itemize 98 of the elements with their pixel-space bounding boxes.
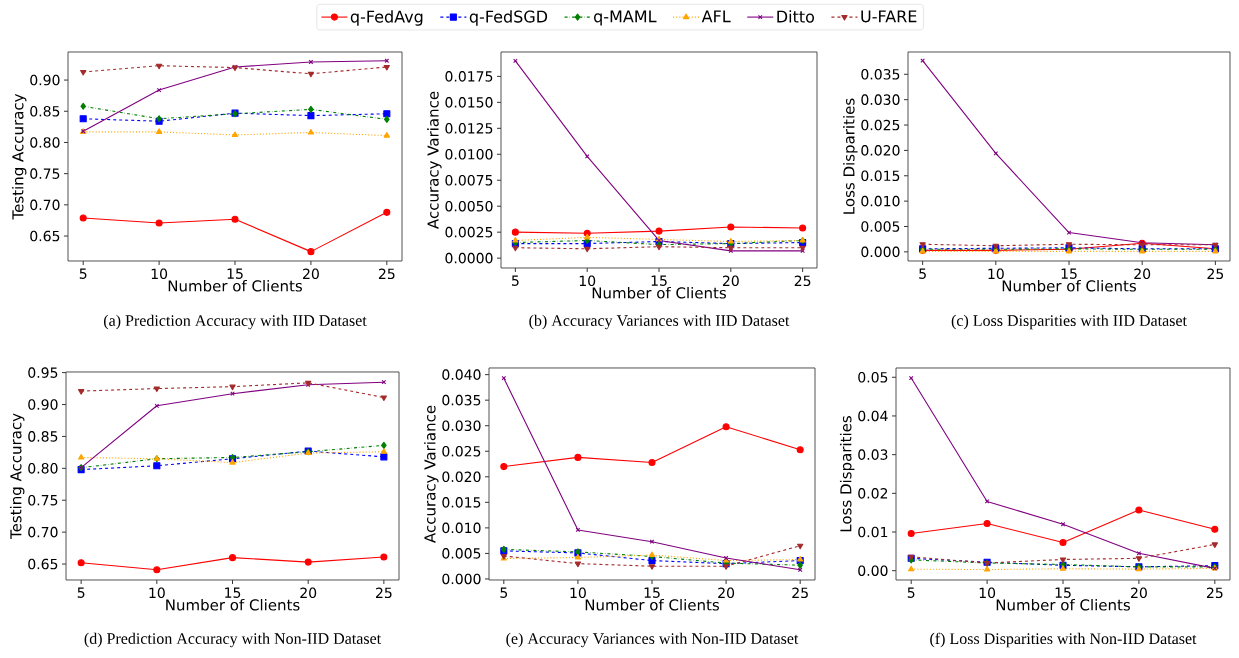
x-axis-title: Number of Clients <box>1002 279 1136 292</box>
text: (e) Accuracy Variances with Non-IID Dataset <box>506 632 799 648</box>
y-tick-label: 0.010 <box>861 195 900 207</box>
y-axis-title: Testing Accuracy <box>9 413 25 540</box>
x-axis-title: Number of Clients <box>592 286 726 299</box>
y-tick-label: 0.025 <box>442 445 481 457</box>
x-tick-label: 25 <box>792 587 808 599</box>
x-tick-label: 25 <box>1206 587 1223 599</box>
x-tick-label: 10 <box>149 587 165 599</box>
x-tick-label: 10 <box>979 587 996 599</box>
x-tick-label: 20 <box>1131 587 1147 599</box>
y-tick-label: 0.03 <box>858 449 888 460</box>
legend-label: AFL <box>701 10 731 23</box>
x-tick-label: 5 <box>512 275 519 286</box>
y-tick-label: 0.75 <box>28 494 58 506</box>
y-axis-title: Loss Disparities <box>839 416 855 532</box>
y-tick-label: 0.02 <box>858 488 888 499</box>
y-tick-label: 0.0150 <box>445 97 493 108</box>
text: (c) Loss Disparities with IID Dataset <box>951 314 1187 330</box>
y-tick-label: 0.030 <box>442 420 481 432</box>
x-tick-label: 15 <box>651 275 667 286</box>
y-tick-label: 0.85 <box>28 431 58 442</box>
y-tick-label: 0.90 <box>28 399 58 410</box>
x-tick-label: 25 <box>375 587 392 599</box>
x-tick-label: 20 <box>303 268 319 280</box>
x-axis-title: Number of Clients <box>166 598 300 611</box>
y-axis-title: Accuracy Variance <box>427 91 442 229</box>
x-tick-label: 20 <box>718 587 735 599</box>
y-tick-label: 0.035 <box>442 394 481 406</box>
y-tick-label: 0.01 <box>858 526 888 538</box>
x-tick-label: 25 <box>1207 268 1224 280</box>
y-tick-label: 0.95 <box>28 367 58 378</box>
y-tick-label: 0.75 <box>30 168 60 179</box>
legend-label: U-FARE <box>861 10 917 23</box>
y-tick-label: 0.00 <box>858 565 888 576</box>
y-tick-label: 0.015 <box>861 170 900 182</box>
legend-label: q-MAML <box>594 10 657 26</box>
x-tick-label: 5 <box>500 587 508 598</box>
x-tick-label: 20 <box>722 275 739 287</box>
x-axis-title: Number of Clients <box>996 598 1130 611</box>
x-tick-label: 5 <box>907 587 915 598</box>
x-tick-label: 5 <box>79 268 87 279</box>
text: (b) Accuracy Variances with IID Dataset <box>529 314 790 330</box>
y-tick-label: 0.85 <box>30 105 60 117</box>
x-tick-label: 20 <box>300 587 317 599</box>
y-tick-label: 0.0000 <box>445 252 493 264</box>
y-tick-label: 0.0100 <box>445 148 493 160</box>
x-tick-label: 15 <box>1055 587 1071 598</box>
x-tick-label: 10 <box>151 268 168 280</box>
y-tick-label: 0.80 <box>28 463 58 474</box>
y-tick-label: 0.0075 <box>445 174 493 186</box>
y-tick-label: 0.000 <box>442 573 481 585</box>
text: (f) Loss Disparities with Non-IID Dataset <box>930 632 1197 648</box>
y-tick-label: 0.70 <box>30 199 60 211</box>
y-tick-label: 0.025 <box>861 119 900 131</box>
y-tick-label: 0.0125 <box>445 123 493 134</box>
legend-label: q-FedSGD <box>469 10 548 26</box>
y-tick-label: 0.05 <box>858 371 888 383</box>
y-tick-label: 0.015 <box>442 497 481 508</box>
x-tick-label: 15 <box>227 268 243 279</box>
y-tick-label: 0.020 <box>861 145 900 156</box>
y-tick-label: 0.005 <box>861 221 900 232</box>
y-tick-label: 0.010 <box>442 522 481 534</box>
y-tick-label: 0.030 <box>861 94 900 105</box>
x-tick-label: 10 <box>570 587 586 599</box>
text: (d) Prediction Accuracy with Non-IID Dataset <box>84 632 382 648</box>
legend-label: q-FedAvg <box>350 10 423 26</box>
x-tick-label: 5 <box>919 268 926 279</box>
y-tick-label: 0.80 <box>30 137 60 148</box>
x-tick-label: 10 <box>988 268 1004 280</box>
y-tick-label: 0.000 <box>861 246 900 258</box>
y-tick-label: 0.90 <box>30 74 60 86</box>
x-axis-title: Number of Clients <box>585 598 719 611</box>
x-tick-label: 15 <box>1061 268 1077 279</box>
y-tick-label: 0.04 <box>858 410 888 422</box>
y-tick-label: 0.035 <box>861 69 900 80</box>
x-tick-label: 10 <box>579 275 596 287</box>
x-tick-label: 15 <box>225 587 241 598</box>
y-tick-label: 0.0175 <box>445 71 493 82</box>
y-axis-title: Testing Accuracy <box>11 93 27 220</box>
y-tick-label: 0.0050 <box>445 200 493 212</box>
legend-label: Ditto <box>777 10 815 23</box>
text: (a) Prediction Accuracy with IID Dataset <box>103 314 367 330</box>
x-tick-label: 25 <box>378 268 395 280</box>
y-tick-label: 0.70 <box>28 526 58 538</box>
y-tick-label: 0.005 <box>442 548 481 559</box>
y-tick-label: 0.020 <box>442 471 481 483</box>
x-tick-label: 25 <box>794 275 811 287</box>
y-tick-label: 0.0025 <box>445 226 493 238</box>
x-tick-label: 15 <box>644 587 660 598</box>
y-tick-label: 0.65 <box>28 558 58 570</box>
y-tick-label: 0.040 <box>442 369 481 380</box>
x-axis-title: Number of Clients <box>168 279 302 292</box>
x-tick-label: 20 <box>1134 268 1151 280</box>
y-tick-label: 0.65 <box>30 230 60 242</box>
y-axis-title: Accuracy Variance <box>424 405 439 543</box>
y-axis-title: Loss Disparities <box>843 98 858 214</box>
x-tick-label: 5 <box>77 587 85 598</box>
